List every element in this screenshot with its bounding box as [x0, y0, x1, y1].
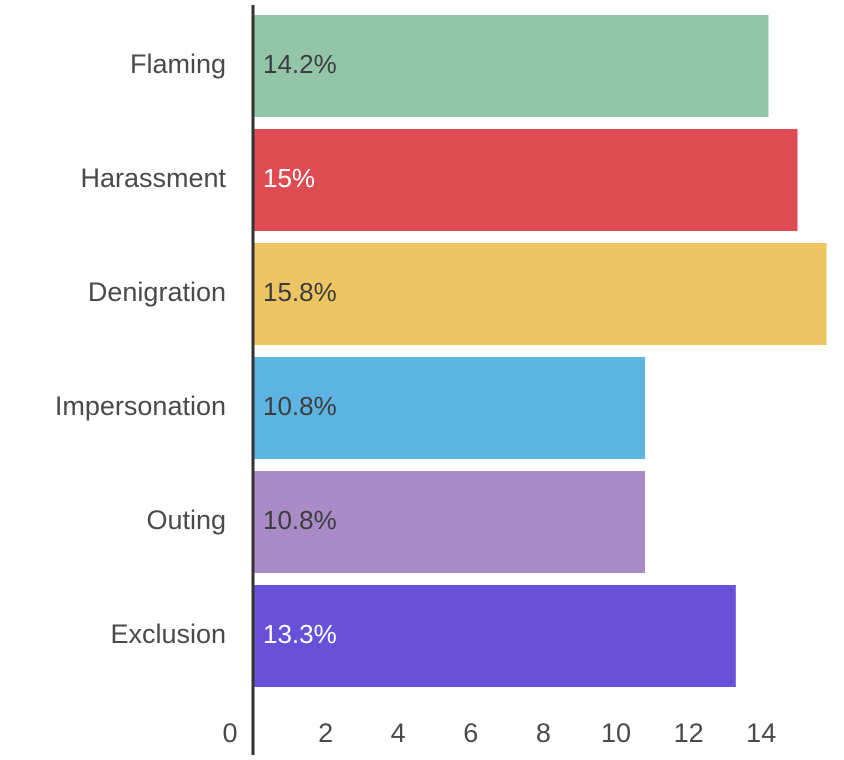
category-label-harassment: Harassment	[80, 163, 226, 193]
bar-flaming	[253, 15, 769, 117]
bar-harassment	[253, 129, 798, 231]
bar-denigration	[253, 243, 827, 345]
category-label-denigration: Denigration	[88, 277, 226, 307]
data-label-flaming: 14.2%	[263, 49, 337, 79]
data-label-denigration: 15.8%	[263, 277, 337, 307]
x-tick-label-14: 14	[746, 718, 776, 748]
x-tick-label-2: 2	[318, 718, 333, 748]
data-label-harassment: 15%	[263, 163, 315, 193]
x-tick-label-0: 0	[222, 718, 237, 748]
x-tick-label-4: 4	[391, 718, 406, 748]
category-label-outing: Outing	[146, 505, 226, 535]
bars-group	[253, 15, 827, 687]
bar-outing	[253, 471, 646, 573]
x-tick-label-10: 10	[601, 718, 631, 748]
category-label-exclusion: Exclusion	[110, 619, 226, 649]
x-tick-label-6: 6	[463, 718, 478, 748]
data-labels-group: 14.2% 15% 15.8% 10.8% 10.8% 13.3%	[263, 49, 337, 649]
category-label-impersonation: Impersonation	[55, 391, 226, 421]
data-label-impersonation: 10.8%	[263, 391, 337, 421]
category-label-flaming: Flaming	[130, 49, 226, 79]
bar-exclusion	[253, 585, 736, 687]
data-label-exclusion: 13.3%	[263, 619, 337, 649]
x-tick-labels-group: 0 2 4 6 8 10 12 14	[222, 718, 776, 748]
x-tick-label-12: 12	[674, 718, 704, 748]
data-label-outing: 10.8%	[263, 505, 337, 535]
category-labels-group: Flaming Harassment Denigration Impersonatio…	[55, 49, 227, 649]
x-tick-label-8: 8	[536, 718, 551, 748]
bar-impersonation	[253, 357, 646, 459]
